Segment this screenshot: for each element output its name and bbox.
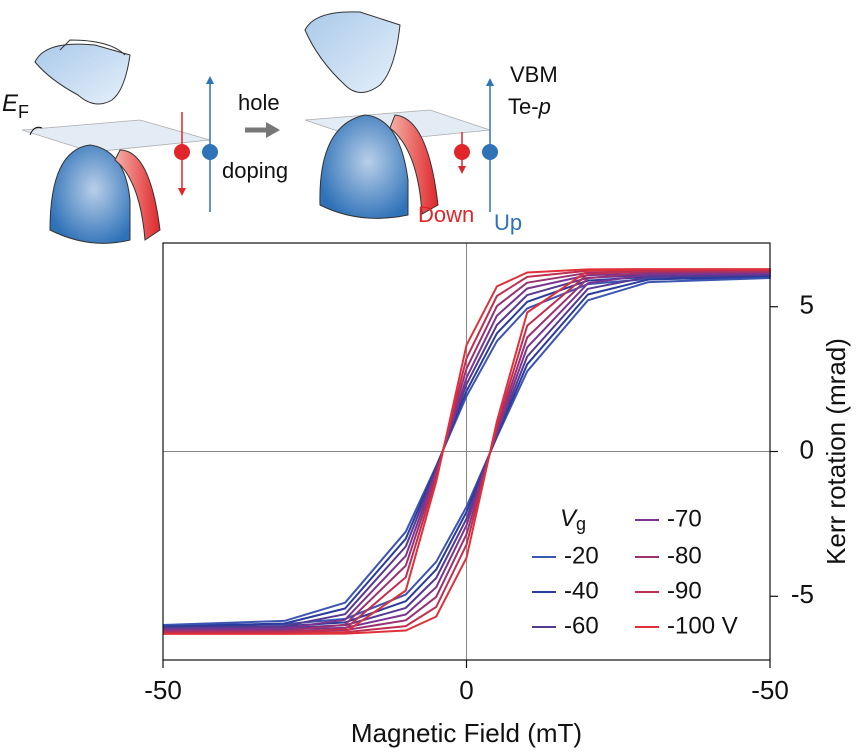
valence-band-up xyxy=(319,114,409,219)
doping-label: doping xyxy=(222,158,288,183)
legend-label: -90 xyxy=(667,577,702,604)
x-tick-label: -50 xyxy=(751,675,789,705)
valence-band-down xyxy=(114,149,161,241)
arrow-head xyxy=(266,122,280,138)
spin-dot xyxy=(482,144,498,160)
y-tick-label: 5 xyxy=(800,290,814,320)
legend-title-main: V xyxy=(560,505,578,532)
fermi-main: E xyxy=(2,90,19,117)
legend-title-sub: g xyxy=(576,514,586,534)
x-axis-label: Magnetic Field (mT) xyxy=(351,718,582,748)
up-label: Up xyxy=(494,210,522,235)
legend-title: Vg xyxy=(560,505,586,533)
x-tick-label: -50 xyxy=(144,675,182,705)
te-italic: p xyxy=(538,94,551,119)
legend-label: -60 xyxy=(564,612,599,639)
te-label: Te-p xyxy=(508,94,551,119)
valence-band-down xyxy=(389,114,439,215)
spin-dot xyxy=(174,144,190,160)
fermi-pointer xyxy=(29,126,43,136)
hole-label: hole xyxy=(238,90,280,115)
spin-dot xyxy=(454,144,470,160)
cone-edge xyxy=(59,39,126,56)
legend-label: -80 xyxy=(667,542,702,569)
schematic: EF hole doping VBM Te-p Down Up xyxy=(2,11,558,244)
spin-dot xyxy=(202,144,218,160)
arrow-head xyxy=(486,78,494,86)
legend-label: -20 xyxy=(564,542,599,569)
conduction-band xyxy=(304,11,401,93)
y-axis-label: Kerr rotation (mrad) xyxy=(821,338,851,565)
down-label: Down xyxy=(418,202,474,227)
te-main: Te- xyxy=(508,94,539,119)
legend-label: -70 xyxy=(667,505,702,532)
x-tick-label: 0 xyxy=(459,675,473,705)
arrow-head xyxy=(206,76,214,84)
y-tick-label: 0 xyxy=(800,434,814,464)
y-tick-label: -5 xyxy=(791,579,814,609)
fermi-label: EF xyxy=(2,90,29,121)
plot-frame xyxy=(162,242,771,661)
vbm-label: VBM xyxy=(510,62,558,87)
arrow-head xyxy=(458,166,466,174)
conduction-band xyxy=(34,43,131,105)
arrow-head xyxy=(178,188,186,196)
fermi-sub: F xyxy=(18,102,29,122)
legend-label: -40 xyxy=(564,577,599,604)
legend-label: -100 V xyxy=(667,612,738,639)
